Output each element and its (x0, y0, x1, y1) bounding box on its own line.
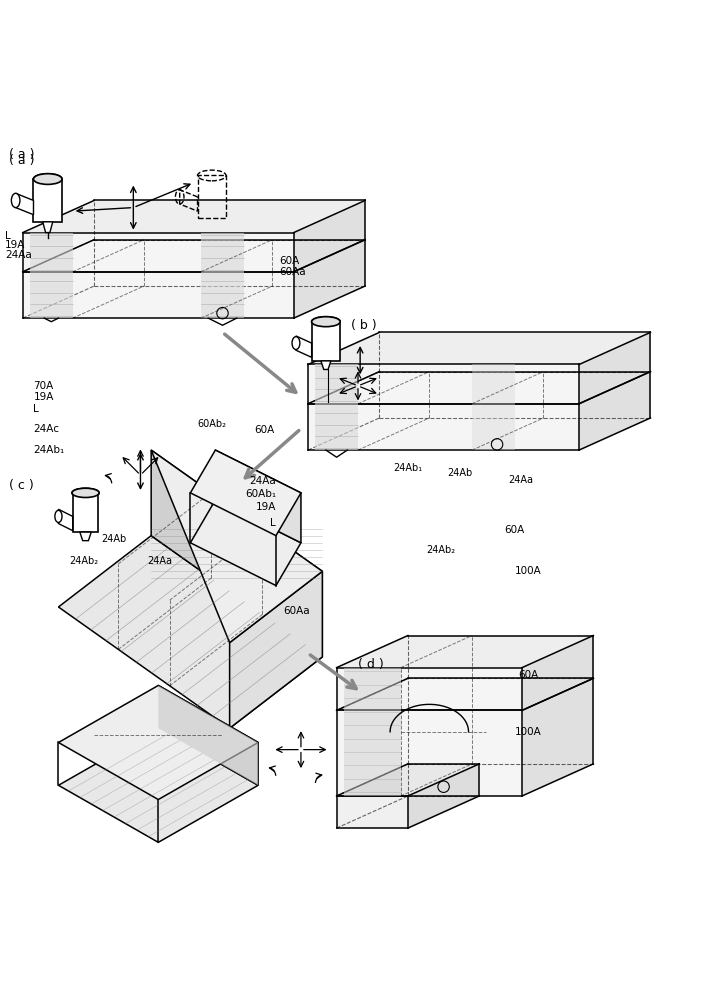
Text: ( c ): ( c ) (9, 479, 33, 492)
Bar (311, 322, 340, 361)
Polygon shape (579, 372, 650, 450)
Polygon shape (23, 200, 365, 233)
Text: 24Ab₁: 24Ab₁ (394, 463, 422, 473)
Text: 24Aa: 24Aa (5, 250, 32, 260)
Text: 100A: 100A (515, 566, 542, 576)
Polygon shape (190, 500, 301, 586)
Polygon shape (23, 272, 294, 318)
Polygon shape (23, 233, 294, 272)
Text: ( b ): ( b ) (351, 319, 377, 332)
Text: 19A: 19A (256, 502, 276, 512)
Text: 19A: 19A (34, 392, 54, 402)
Polygon shape (308, 372, 650, 404)
Polygon shape (59, 536, 322, 728)
Text: 24Ac: 24Ac (34, 424, 59, 434)
Polygon shape (308, 364, 579, 404)
Polygon shape (321, 361, 331, 369)
Polygon shape (23, 240, 365, 272)
Text: L: L (5, 231, 11, 241)
Bar (73, 493, 98, 532)
Text: 70A: 70A (34, 381, 54, 391)
Polygon shape (294, 240, 365, 318)
Text: L: L (34, 404, 39, 414)
Bar (198, 175, 226, 218)
Polygon shape (337, 796, 408, 828)
Text: 24Aa: 24Aa (508, 475, 533, 485)
Text: L: L (270, 518, 276, 528)
Polygon shape (337, 668, 522, 710)
Polygon shape (308, 404, 579, 450)
Polygon shape (294, 200, 365, 272)
Polygon shape (337, 764, 479, 796)
Polygon shape (30, 233, 73, 318)
Polygon shape (337, 710, 522, 796)
Polygon shape (43, 222, 53, 233)
Polygon shape (216, 450, 301, 543)
Polygon shape (579, 332, 650, 404)
Text: 60Aa: 60Aa (279, 267, 306, 277)
Text: 60A: 60A (279, 256, 300, 266)
Polygon shape (308, 332, 650, 364)
Ellipse shape (311, 317, 340, 327)
Ellipse shape (11, 193, 20, 208)
Text: 24Ab₁: 24Ab₁ (34, 445, 64, 455)
Text: 19A: 19A (5, 240, 25, 250)
Text: 100A: 100A (515, 727, 542, 737)
Polygon shape (408, 764, 479, 828)
Polygon shape (472, 364, 515, 450)
Ellipse shape (34, 174, 62, 184)
Polygon shape (230, 571, 322, 728)
Ellipse shape (72, 488, 99, 498)
Polygon shape (337, 636, 594, 668)
Ellipse shape (292, 337, 300, 350)
Text: 24Ab₂: 24Ab₂ (426, 545, 455, 555)
Text: 60Ab₂: 60Ab₂ (198, 419, 226, 429)
Text: 60A: 60A (518, 670, 538, 680)
Text: 24Ab: 24Ab (101, 534, 127, 544)
Text: 60A: 60A (504, 525, 524, 535)
Polygon shape (522, 636, 594, 710)
Polygon shape (59, 509, 73, 531)
Text: 60Aa: 60Aa (283, 606, 310, 616)
Text: 60Ab₁: 60Ab₁ (245, 489, 276, 499)
Polygon shape (337, 678, 594, 710)
Polygon shape (315, 364, 358, 450)
Text: ( a ): ( a ) (9, 148, 34, 161)
Ellipse shape (311, 317, 340, 327)
Text: 24Ab: 24Ab (448, 468, 473, 478)
Polygon shape (344, 668, 401, 796)
Ellipse shape (55, 510, 62, 522)
Polygon shape (296, 336, 311, 357)
Polygon shape (59, 685, 258, 800)
Text: 24Aa: 24Aa (147, 556, 173, 566)
Polygon shape (16, 193, 34, 215)
Polygon shape (158, 685, 258, 785)
Text: 24Aa: 24Aa (249, 476, 276, 486)
Polygon shape (59, 728, 258, 842)
Text: 60A: 60A (255, 425, 275, 435)
Polygon shape (190, 450, 301, 536)
Polygon shape (151, 450, 322, 657)
Polygon shape (151, 450, 322, 643)
Text: 24Ab₂: 24Ab₂ (69, 556, 98, 566)
Polygon shape (522, 678, 594, 796)
Polygon shape (80, 532, 91, 541)
Ellipse shape (72, 488, 99, 498)
Polygon shape (158, 685, 258, 785)
Polygon shape (201, 233, 244, 318)
Text: ( a ): ( a ) (9, 154, 34, 167)
Ellipse shape (34, 174, 62, 184)
Bar (34, 179, 62, 222)
Text: ( d ): ( d ) (358, 658, 384, 671)
